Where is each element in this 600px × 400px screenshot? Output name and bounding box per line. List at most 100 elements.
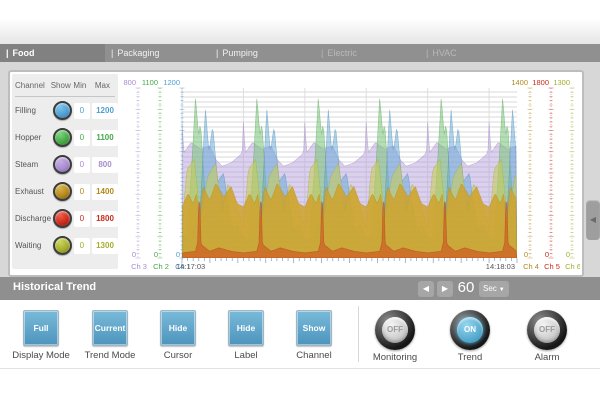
display-mode-label: Display Mode: [12, 350, 70, 361]
channel-min-value: 0: [73, 102, 91, 119]
channel-max-value: 1100: [92, 129, 118, 146]
header-channel: Channel: [15, 80, 45, 90]
window-value: 60: [457, 279, 475, 296]
label-label: Label: [234, 350, 258, 361]
toggle-state: OFF: [534, 317, 560, 343]
button-group-divider: [358, 306, 359, 362]
window-unit-dropdown[interactable]: Sec ▼: [479, 281, 509, 297]
trend-mode-button[interactable]: Current: [92, 310, 128, 346]
side-drawer-handle[interactable]: ◀: [586, 200, 600, 240]
channel-name: Waiting: [15, 241, 42, 250]
channel-row-waiting: Waiting 0 1300: [12, 232, 118, 259]
svg-text:0: 0: [176, 250, 180, 259]
svg-text:Ch 1: Ch 1: [175, 262, 191, 269]
svg-text:Ch 3: Ch 3: [131, 262, 147, 269]
svg-text:14:17:03: 14:17:03: [176, 262, 205, 269]
tab-electric[interactable]: | Electric: [315, 44, 420, 62]
tab-hvac[interactable]: | HVAC: [420, 44, 525, 62]
cursor-label: Cursor: [163, 350, 193, 361]
alarm-label: Alarm: [534, 352, 560, 363]
tab-label: HVAC: [432, 48, 457, 58]
monitoring-toggle[interactable]: OFF: [375, 310, 415, 350]
trend-prev-button[interactable]: ◀: [418, 281, 434, 297]
svg-text:1300: 1300: [553, 78, 570, 87]
trend-panel: Channel Show Min Max Filling 0 1200 Hopp…: [8, 70, 584, 277]
svg-text:0: 0: [524, 250, 528, 259]
svg-text:Ch 5: Ch 5: [544, 262, 560, 269]
channel-max-value: 1800: [92, 210, 118, 227]
tab-packaging[interactable]: | Packaging: [105, 44, 210, 62]
trend-label: Trend: [457, 352, 483, 363]
channel-min-value: 0: [73, 129, 91, 146]
tab-food[interactable]: | Food: [0, 44, 105, 62]
svg-text:Ch 4: Ch 4: [523, 262, 539, 269]
svg-text:0: 0: [566, 250, 570, 259]
svg-text:0: 0: [154, 250, 158, 259]
channel-row-exhaust: Exhaust 0 1400: [12, 178, 118, 205]
channel-table: Channel Show Min Max Filling 0 1200 Hopp…: [12, 74, 118, 269]
header-min: Min: [73, 80, 87, 90]
channel-max-value: 1300: [92, 237, 118, 254]
channel-row-hopper: Hopper 0 1100: [12, 124, 118, 151]
svg-text:1800: 1800: [532, 78, 549, 87]
tab-label: Food: [12, 48, 35, 58]
channel-row-steam: Steam 0 800: [12, 151, 118, 178]
channel-row-discharge: Discharge 0 1800: [12, 205, 118, 232]
channel-label: Channel: [296, 350, 332, 361]
channel-max-value: 1400: [92, 183, 118, 200]
channel-max-value: 800: [92, 156, 118, 173]
prev-icon: ◀: [422, 284, 430, 293]
channel-name: Exhaust: [15, 187, 44, 196]
label-button[interactable]: Hide: [228, 310, 264, 346]
channel-name: Filling: [15, 106, 36, 115]
tab-label: Electric: [327, 48, 357, 58]
tab-separator: |: [426, 48, 429, 58]
channel-name: Hopper: [15, 133, 42, 142]
tab-separator: |: [321, 48, 324, 58]
tab-separator: |: [111, 48, 114, 58]
top-toolbar: ! 7 Count 11/02/2018 (Fri) 14:18:03: [0, 20, 600, 63]
trend-chart-svg: 800 0 Ch 3 1100 0 Ch 2 1200 0 Ch 1 1400 0 Ch 4 1800 0…: [123, 78, 580, 269]
trend-next-button[interactable]: ▶: [437, 281, 453, 297]
svg-text:Ch 6: Ch 6: [565, 262, 580, 269]
channel-min-value: 0: [73, 237, 91, 254]
trend-toggle[interactable]: ON: [450, 310, 490, 350]
cursor-button[interactable]: Hide: [160, 310, 196, 346]
channel-name: Discharge: [15, 214, 51, 223]
tab-pumping[interactable]: | Pumping: [210, 44, 315, 62]
header-show: Show: [50, 80, 71, 90]
channel-name: Steam: [15, 160, 39, 169]
channel-min-value: 0: [73, 183, 91, 200]
channel-show-toggle[interactable]: [52, 182, 72, 201]
channel-table-header: Channel Show Min Max: [15, 74, 115, 97]
window-unit-label: Sec: [483, 284, 497, 293]
tab-separator: |: [6, 48, 9, 58]
channel-show-toggle[interactable]: [52, 128, 72, 147]
channel-show-toggle[interactable]: [52, 236, 72, 255]
channel-show-toggle[interactable]: [52, 101, 72, 120]
svg-text:800: 800: [123, 78, 136, 87]
section-title: Historical Trend: [13, 281, 97, 293]
channel-min-value: 0: [73, 156, 91, 173]
monitoring-label: Monitoring: [372, 352, 418, 363]
svg-text:0: 0: [545, 250, 549, 259]
channel-show-toggle[interactable]: [52, 209, 72, 228]
svg-text:0: 0: [132, 250, 136, 259]
alarm-toggle[interactable]: OFF: [527, 310, 567, 350]
toggle-state: OFF: [382, 317, 408, 343]
next-icon: ▶: [441, 284, 449, 293]
channel-row-filling: Filling 0 1200: [12, 97, 118, 124]
chevron-left-icon: ◀: [589, 215, 597, 224]
zone-tabbar: | Food | Packaging | Pumping | Electric | HVA…: [0, 44, 600, 62]
tab-label: Pumping: [222, 48, 258, 58]
channel-show-toggle[interactable]: [52, 155, 72, 174]
trend-chart: 800 0 Ch 3 1100 0 Ch 2 1200 0 Ch 1 1400 0 Ch 4 1800 0…: [120, 74, 580, 269]
svg-text:Ch 2: Ch 2: [153, 262, 169, 269]
tab-separator: |: [216, 48, 219, 58]
channel-max-value: 1200: [92, 102, 118, 119]
channel-button[interactable]: Show: [296, 310, 332, 346]
svg-text:1100: 1100: [142, 78, 158, 87]
display-mode-button[interactable]: Full: [23, 310, 59, 346]
chevron-down-icon: ▼: [498, 287, 505, 293]
